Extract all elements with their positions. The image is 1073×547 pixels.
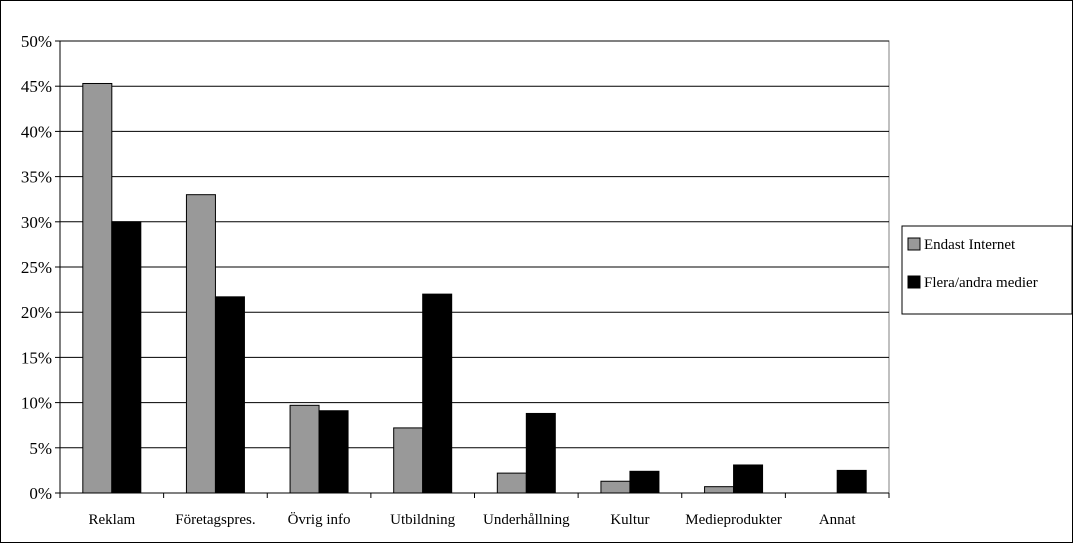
bar <box>318 410 349 494</box>
axes <box>55 40 890 498</box>
x-category-label: Övrig info <box>288 511 351 528</box>
bar <box>82 82 113 494</box>
y-tick-label: 25% <box>21 258 52 277</box>
x-category-label: Reklam <box>88 512 135 528</box>
bar <box>836 469 867 494</box>
y-tick-label: 40% <box>21 122 52 141</box>
bars <box>82 82 867 494</box>
x-category-label: Medieprodukter <box>685 512 782 528</box>
y-tick-label: 45% <box>21 77 52 96</box>
y-tick-label: 10% <box>21 394 52 413</box>
y-tick-label: 20% <box>21 303 52 322</box>
y-tick-label: 0% <box>29 484 52 503</box>
bar <box>214 296 245 494</box>
bar <box>525 412 556 494</box>
legend-label: Flera/andra medier <box>924 275 1038 291</box>
y-tick-label: 35% <box>21 168 52 187</box>
bar <box>600 480 631 494</box>
axis-labels: 0% 5% 10% 15% 20% 25% 30% 35% 40% 45% 50% Reklam För… <box>21 32 857 528</box>
x-category-label: Underhållning <box>483 512 570 528</box>
x-category-label: Annat <box>819 512 856 528</box>
bar <box>629 470 660 494</box>
legend-label: Endast Internet <box>924 237 1016 253</box>
y-tick-label: 30% <box>21 213 52 232</box>
bar <box>185 194 216 494</box>
y-tick-label: 50% <box>21 32 52 51</box>
y-tick-label: 15% <box>21 348 52 367</box>
x-category-label: Företagspres. <box>175 512 255 528</box>
bar <box>733 464 764 494</box>
bar <box>111 221 142 494</box>
gridlines <box>59 40 890 494</box>
bar <box>704 486 735 494</box>
legend-swatch <box>907 275 921 289</box>
x-category-label: Kultur <box>610 512 649 528</box>
legend-swatch <box>907 237 921 251</box>
x-category-label: Utbildning <box>390 512 456 528</box>
legend: Endast Internet Flera/andra medier <box>901 225 1073 315</box>
y-tick-label: 5% <box>29 439 52 458</box>
legend-box <box>901 225 1073 315</box>
bar <box>496 472 527 494</box>
bar <box>422 293 453 494</box>
bar <box>289 404 320 494</box>
bar <box>393 427 424 494</box>
